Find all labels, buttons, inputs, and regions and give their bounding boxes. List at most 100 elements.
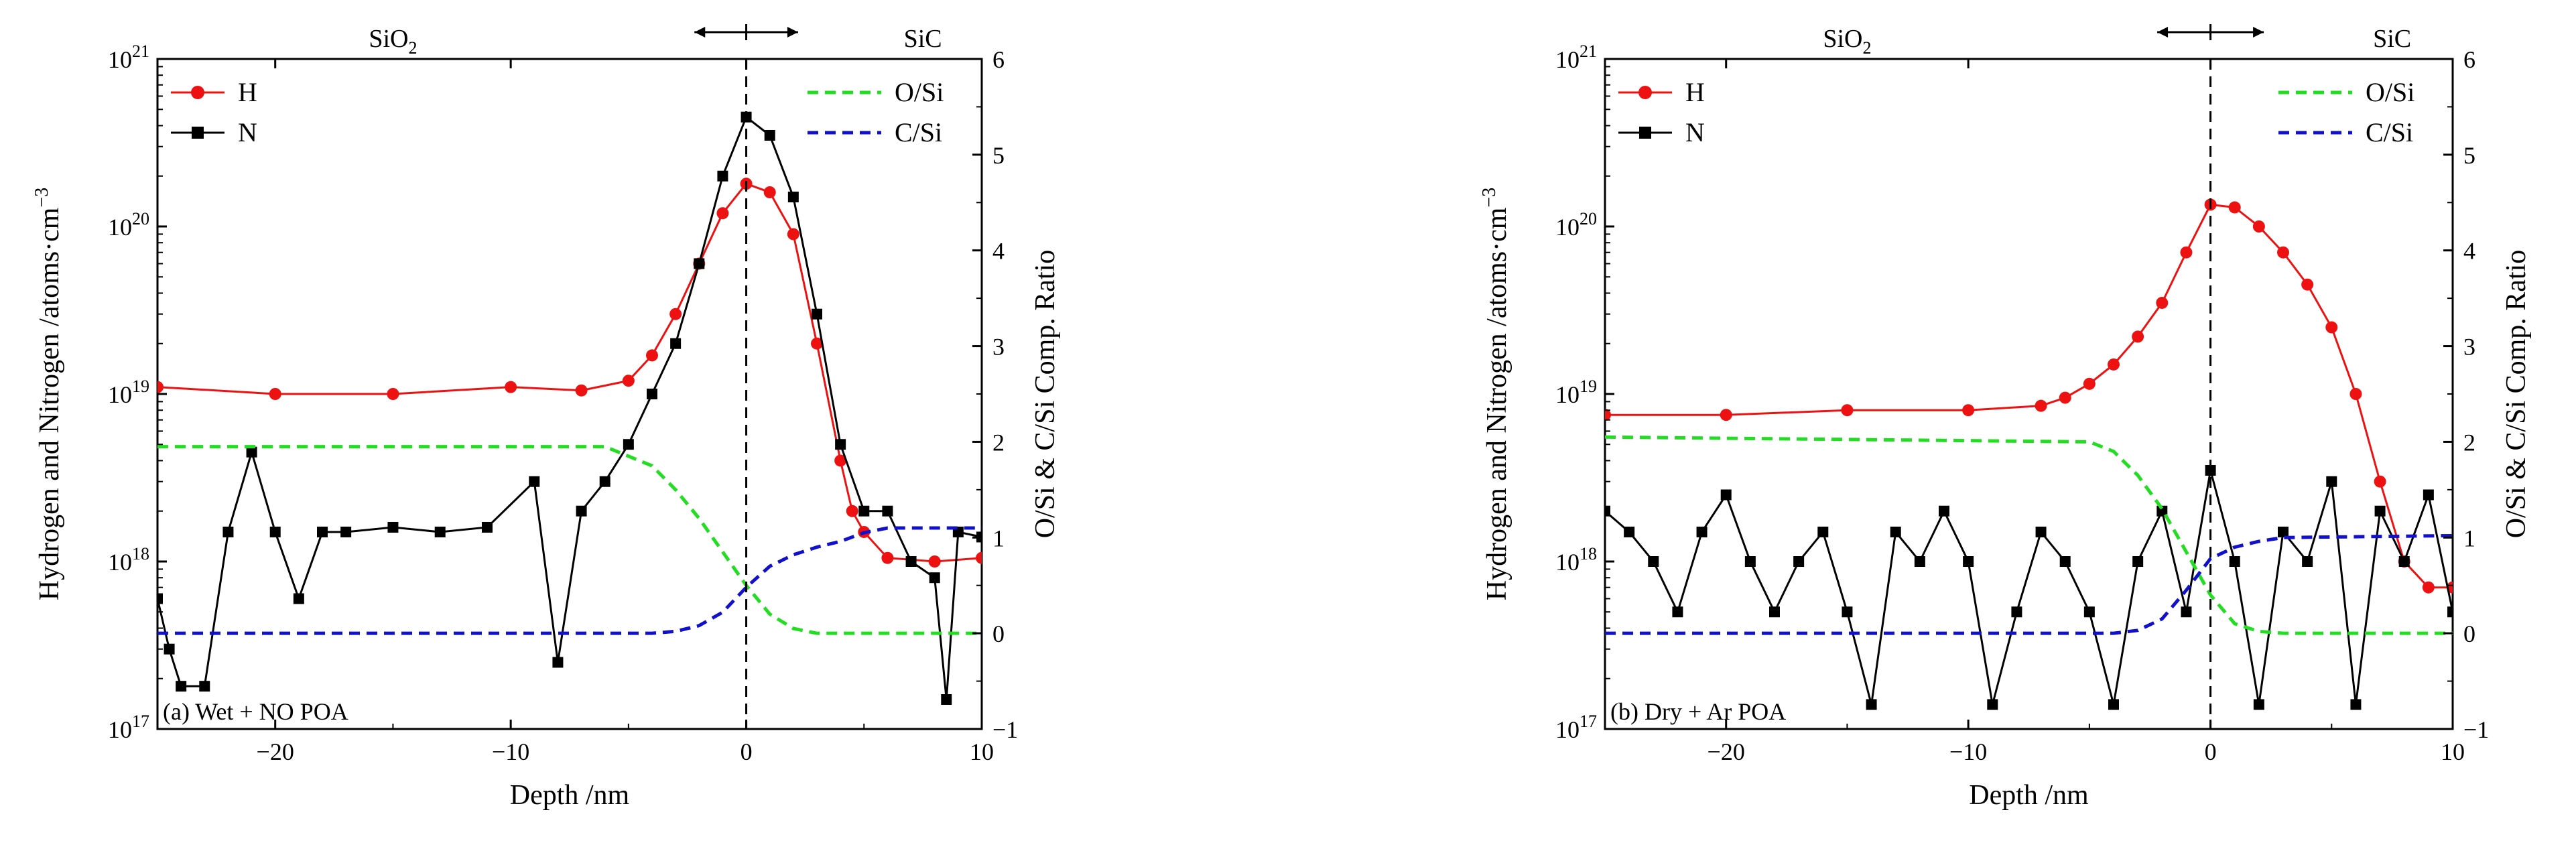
y2-tick-label: 6 [992, 46, 1005, 73]
legend-left: HN [171, 77, 257, 147]
n-point [2035, 526, 2047, 537]
x-tick-label: −20 [257, 738, 294, 765]
legend-h-marker [1638, 86, 1652, 99]
series-n [157, 111, 982, 705]
legend-h-label: H [238, 77, 257, 107]
n-point [882, 505, 893, 517]
x-tick-label: −20 [1708, 738, 1745, 765]
series-o-si [1605, 435, 2453, 635]
legend-osi-label: O/Si [2366, 77, 2414, 107]
n-point [340, 526, 352, 537]
h-line [1605, 203, 2453, 589]
n-point [434, 526, 446, 537]
n-point [529, 476, 540, 487]
n-point [764, 129, 775, 141]
n-point [1939, 505, 1949, 517]
h-point [834, 454, 847, 467]
y2-tick-label: 5 [2463, 142, 2475, 169]
y-tick-label: 1020 [108, 209, 149, 241]
c-si-line [157, 526, 982, 635]
h-point [622, 375, 635, 387]
h-point [2422, 581, 2435, 594]
x-axis-title: Depth /nm [510, 780, 630, 811]
n-point [2156, 505, 2168, 517]
n-point [576, 505, 587, 517]
label-sic: SiC [904, 25, 942, 53]
n-point [2374, 505, 2386, 517]
h-point [2059, 391, 2071, 404]
n-point [1987, 699, 1998, 710]
n-point [1914, 556, 1925, 567]
n-point [1744, 556, 1756, 567]
h-point [2083, 377, 2096, 390]
n-point [647, 389, 657, 399]
n-point [2447, 606, 2453, 618]
y2-axis-title: O/Si & C/Si Comp. Ratio [2501, 250, 2532, 539]
x-tick-label: −10 [492, 738, 529, 765]
y2-tick-label: 0 [2463, 620, 2475, 647]
y-tick-label: 1019 [1555, 377, 1597, 408]
n-point [2278, 526, 2289, 537]
n-point [717, 170, 728, 182]
h-point [928, 555, 941, 568]
legend-n-label: N [238, 117, 257, 147]
legend-csi-label: C/Si [895, 117, 942, 147]
h-point [157, 381, 164, 393]
legend-right: O/Si C/Si [808, 77, 944, 147]
n-point [2083, 606, 2095, 618]
label-sic: SiC [2373, 25, 2411, 53]
n-point [1720, 489, 1732, 501]
h-line [157, 182, 982, 563]
label-sio2: SiO2 [1823, 25, 1871, 58]
n-point [199, 681, 210, 692]
y-axis-title: Hydrogen and Nitrogen /atoms·cm−3 [1479, 188, 1512, 600]
n-point [1866, 699, 1877, 710]
y-tick-label: 1020 [1555, 209, 1597, 241]
o-si-line [157, 445, 982, 635]
h-point [269, 388, 281, 400]
label-sio2: SiO2 [369, 25, 417, 58]
series-n [1605, 464, 2453, 710]
series-c-si [157, 526, 982, 635]
h-point [811, 337, 823, 350]
legend-left: HN [1618, 77, 1705, 147]
n-point [2350, 699, 2362, 710]
h-point [716, 207, 729, 220]
n-point [599, 476, 610, 487]
n-line [1605, 470, 2453, 705]
h-point [2035, 399, 2047, 412]
n-point [2011, 606, 2022, 618]
legend-h-label: H [1685, 77, 1705, 107]
n-point [2229, 556, 2240, 567]
n-point [387, 521, 399, 533]
legend-h-marker [191, 86, 204, 99]
n-point [482, 521, 493, 533]
y-tick-label: 1021 [1555, 42, 1597, 73]
n-point [1769, 606, 1780, 618]
h-point [2277, 246, 2289, 259]
h-point [1720, 409, 1732, 421]
series-h [1605, 198, 2453, 594]
n-point [2059, 556, 2071, 567]
y-tick-label: 1021 [108, 42, 149, 73]
n-line [157, 115, 982, 700]
y-tick-label: 1019 [108, 377, 149, 408]
n-point [293, 593, 304, 604]
arrow-head-left [694, 27, 706, 38]
y2-tick-label: 6 [2463, 46, 2475, 73]
h-point [881, 551, 894, 564]
n-point [1672, 606, 1683, 618]
n-point [269, 526, 281, 537]
h-point [787, 228, 799, 241]
o-si-line [1605, 435, 2453, 635]
n-point [2326, 476, 2337, 487]
y2-tick-label: 0 [992, 620, 1005, 647]
h-point [1605, 409, 1611, 421]
h-point [2156, 296, 2169, 309]
h-point [2180, 246, 2193, 259]
x-tick-label: −10 [1949, 738, 1987, 765]
arrow-head-right [2253, 27, 2264, 38]
n-point [670, 338, 682, 349]
n-point [552, 657, 564, 668]
n-point [2253, 699, 2264, 710]
